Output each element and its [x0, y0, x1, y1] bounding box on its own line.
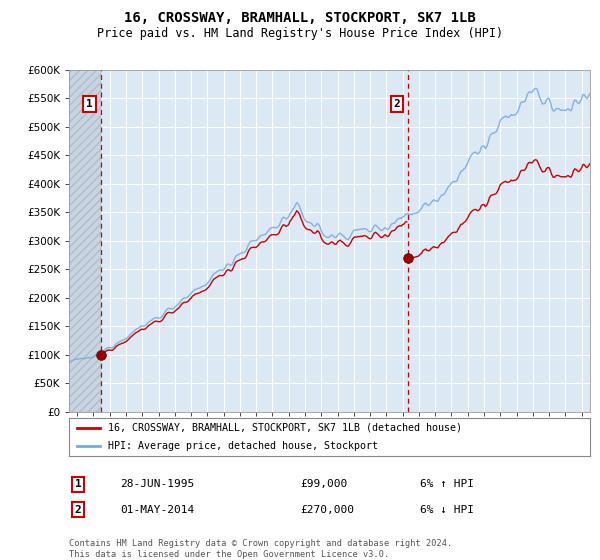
Text: 28-JUN-1995: 28-JUN-1995: [120, 479, 194, 489]
Text: HPI: Average price, detached house, Stockport: HPI: Average price, detached house, Stoc…: [108, 441, 378, 451]
Text: 6% ↓ HPI: 6% ↓ HPI: [420, 505, 474, 515]
Text: £270,000: £270,000: [300, 505, 354, 515]
Text: 1: 1: [86, 99, 93, 109]
Text: 01-MAY-2014: 01-MAY-2014: [120, 505, 194, 515]
Text: Price paid vs. HM Land Registry's House Price Index (HPI): Price paid vs. HM Land Registry's House …: [97, 27, 503, 40]
Text: 2: 2: [74, 505, 82, 515]
Text: 2: 2: [393, 99, 400, 109]
Text: £99,000: £99,000: [300, 479, 347, 489]
Text: 16, CROSSWAY, BRAMHALL, STOCKPORT, SK7 1LB: 16, CROSSWAY, BRAMHALL, STOCKPORT, SK7 1…: [124, 11, 476, 25]
Text: 16, CROSSWAY, BRAMHALL, STOCKPORT, SK7 1LB (detached house): 16, CROSSWAY, BRAMHALL, STOCKPORT, SK7 1…: [108, 423, 462, 433]
Text: Contains HM Land Registry data © Crown copyright and database right 2024.
This d: Contains HM Land Registry data © Crown c…: [69, 539, 452, 559]
Text: 6% ↑ HPI: 6% ↑ HPI: [420, 479, 474, 489]
Text: 1: 1: [74, 479, 82, 489]
